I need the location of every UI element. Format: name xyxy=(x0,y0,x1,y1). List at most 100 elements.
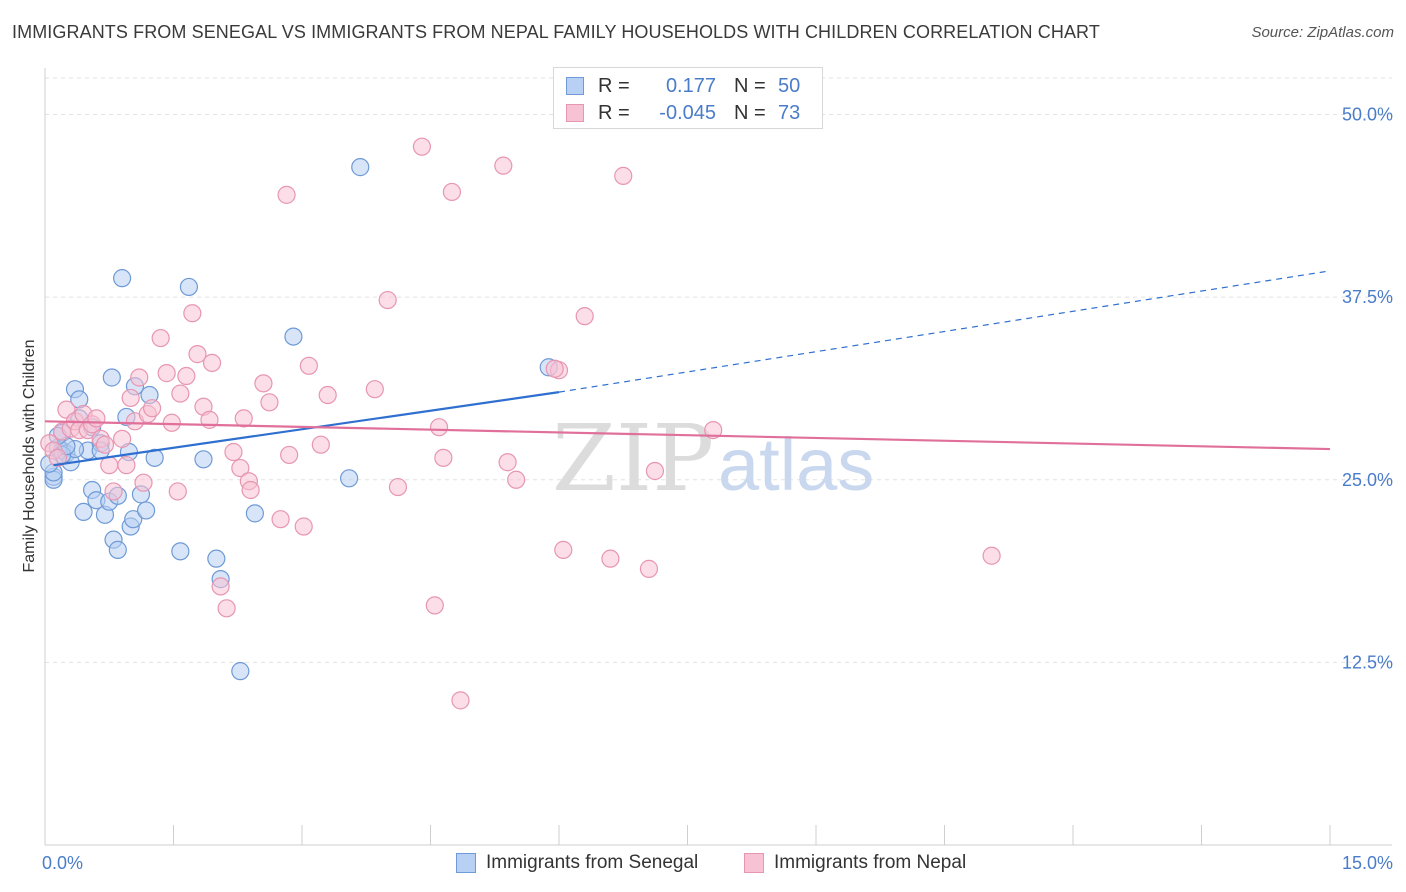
data-point xyxy=(311,435,330,454)
legend-r-label: R = xyxy=(598,101,630,124)
data-point xyxy=(254,374,273,393)
data-point xyxy=(171,384,190,403)
data-point xyxy=(112,269,132,288)
series-legend-nepal[interactable]: Immigrants from Nepal xyxy=(744,852,966,874)
legend-swatch-nepal xyxy=(566,104,584,122)
data-point xyxy=(202,353,222,372)
x-tick-label: 0.0% xyxy=(42,853,83,873)
y-axis-label: Family Households with Children xyxy=(21,340,38,573)
data-point xyxy=(194,450,213,469)
legend-swatch-senegal xyxy=(566,77,584,95)
data-point xyxy=(145,448,164,467)
legend-n-value: 73 xyxy=(778,101,801,124)
data-point xyxy=(982,546,1001,565)
y-tick-label: 12.5% xyxy=(1342,652,1393,672)
legend-n-label: N = xyxy=(734,74,766,97)
legend-r-value: -0.045 xyxy=(659,101,716,124)
y-tick-labels: 12.5% 25.0% 37.5% 50.0% xyxy=(1342,105,1393,673)
trend-line-senegal-extension xyxy=(558,270,1331,393)
data-point xyxy=(545,359,564,378)
data-point xyxy=(188,345,207,364)
data-point xyxy=(231,662,250,681)
data-point xyxy=(87,409,106,428)
data-point xyxy=(351,158,370,177)
data-point xyxy=(507,470,526,489)
data-point xyxy=(498,453,517,472)
series-legend-senegal[interactable]: Immigrants from Senegal xyxy=(456,852,698,874)
data-point xyxy=(277,185,296,204)
data-point xyxy=(318,385,337,405)
data-point xyxy=(241,480,260,500)
x-tick-label: 15.0% xyxy=(1342,853,1393,873)
data-point xyxy=(614,166,633,185)
legend-r-label: R = xyxy=(598,74,630,97)
data-point xyxy=(554,540,573,559)
data-point xyxy=(117,456,136,475)
data-point xyxy=(388,477,408,497)
data-point xyxy=(425,596,444,615)
data-point xyxy=(284,327,303,346)
chart-title: IMMIGRANTS FROM SENEGAL VS IMMIGRANTS FR… xyxy=(12,22,1100,42)
series-name-nepal: Immigrants from Nepal xyxy=(774,852,967,873)
data-point xyxy=(95,435,115,454)
data-point xyxy=(429,418,449,437)
data-point xyxy=(451,691,470,710)
data-point xyxy=(108,540,127,559)
y-tick-label: 25.0% xyxy=(1342,470,1393,490)
legend: R = 0.177 N = 50 R = -0.045 N = 73 xyxy=(553,67,823,129)
trend-lines xyxy=(44,270,1331,467)
data-point xyxy=(271,510,290,529)
data-point xyxy=(365,380,384,399)
data-point xyxy=(442,182,462,202)
data-point xyxy=(171,542,190,561)
data-point xyxy=(134,473,153,492)
data-point xyxy=(48,448,67,467)
legend-n-value: 50 xyxy=(778,74,801,97)
trend-line-senegal xyxy=(53,391,560,467)
grid-lines xyxy=(45,77,1392,663)
data-point xyxy=(142,399,162,418)
legend-row-senegal: R = 0.177 N = 50 xyxy=(566,74,800,98)
data-point xyxy=(179,277,199,297)
data-point xyxy=(211,577,230,596)
data-point xyxy=(340,469,359,488)
y-tick-label: 50.0% xyxy=(1342,105,1393,125)
data-point xyxy=(494,156,513,175)
data-point xyxy=(601,549,620,568)
data-point xyxy=(102,368,121,387)
data-point xyxy=(280,445,299,465)
data-point xyxy=(245,504,264,523)
data-point xyxy=(104,482,123,501)
data-point xyxy=(100,456,119,475)
data-point xyxy=(299,356,318,375)
data-point xyxy=(639,559,659,578)
data-point xyxy=(434,448,453,467)
data-point xyxy=(162,413,181,432)
data-point xyxy=(136,501,156,520)
data-point xyxy=(224,442,243,462)
y-tick-label: 37.5% xyxy=(1342,287,1393,307)
data-point xyxy=(231,458,250,478)
nepal-points xyxy=(40,137,1001,710)
watermark-zip: ZIP xyxy=(552,405,714,512)
legend-r-value: 0.177 xyxy=(665,74,716,97)
series-legend: Immigrants from Senegal Immigrants from … xyxy=(0,852,1406,878)
data-point xyxy=(207,549,226,568)
data-point xyxy=(378,290,397,310)
data-point xyxy=(130,368,149,387)
legend-row-nepal: R = -0.045 N = 73 xyxy=(566,101,800,125)
x-tick-labels: 0.0% 15.0% xyxy=(42,853,1393,873)
data-point xyxy=(151,328,170,348)
data-point xyxy=(168,482,187,501)
data-point xyxy=(217,599,236,618)
data-point xyxy=(704,420,723,440)
data-point xyxy=(121,388,140,408)
data-point xyxy=(645,461,665,481)
data-point xyxy=(74,502,93,522)
senegal-points xyxy=(40,158,558,681)
data-point xyxy=(112,429,132,448)
data-point xyxy=(575,307,594,326)
data-point xyxy=(177,366,196,386)
data-point xyxy=(294,517,313,536)
